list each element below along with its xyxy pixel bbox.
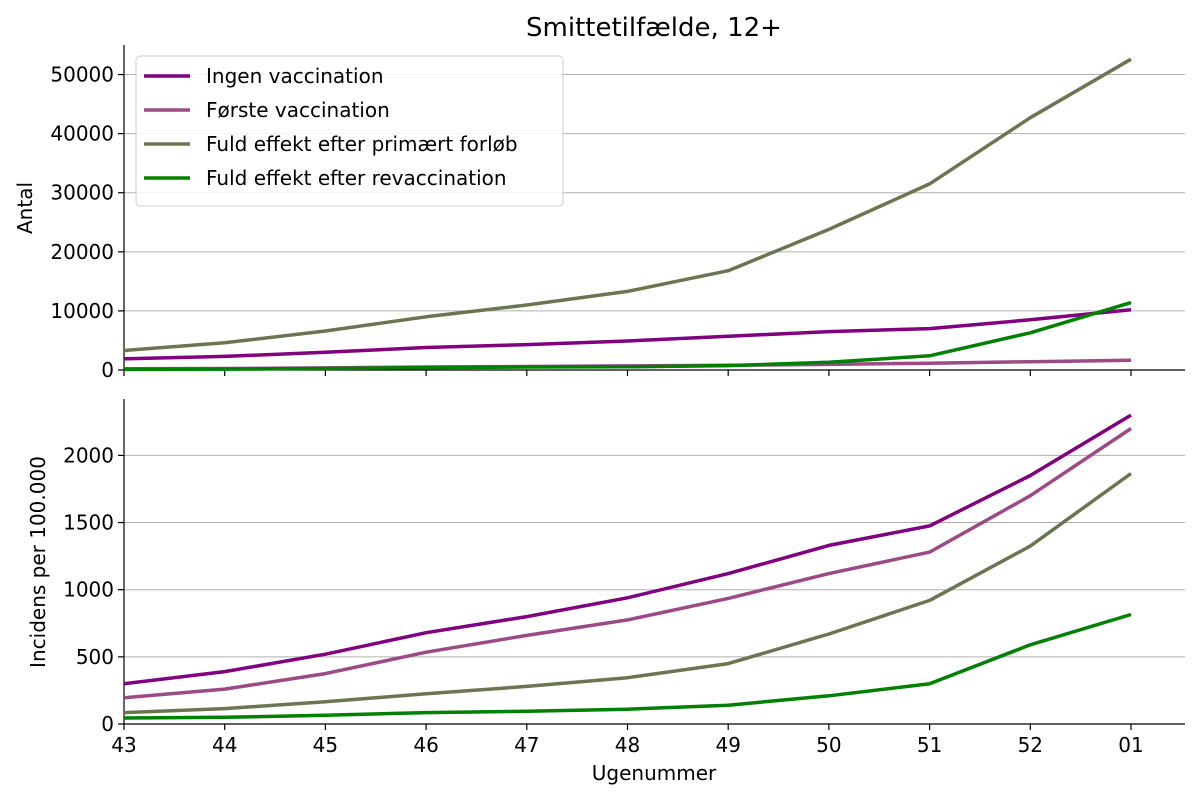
y-axis-label-antal: Antal <box>13 182 37 234</box>
legend-label: Fuld effekt efter primært forløb <box>206 132 518 156</box>
x-tick-label: 51 <box>917 733 942 757</box>
legend-label: Fuld effekt efter revaccination <box>206 166 507 190</box>
series-line-fuld-effekt-efter-primært-forløb <box>123 57 1132 353</box>
y-tick-label: 40000 <box>50 122 114 146</box>
y-tick-label: 20000 <box>50 240 114 264</box>
x-tick-label: 01 <box>1118 733 1143 757</box>
y-axis-label-incidens: Incidens per 100.000 <box>26 456 50 668</box>
y-tick-label: 1500 <box>63 511 114 535</box>
x-tick-label: 49 <box>715 733 740 757</box>
series-line-fuld-effekt-efter-revaccination <box>123 300 1132 372</box>
panel-incidens: 0 500 1000 1500 2000 43 44 45 46 47 48 49 50 51 52 01 <box>63 399 1185 757</box>
x-tick-label: 44 <box>212 733 237 757</box>
y-tick-label: 50000 <box>50 63 114 87</box>
x-tick-label: 46 <box>413 733 438 757</box>
x-tick-label: 45 <box>313 733 338 757</box>
series-line-første-vaccination <box>123 427 1132 700</box>
y-tick-label: 0 <box>101 358 114 382</box>
x-tick-label: 47 <box>514 733 539 757</box>
legend-label: Første vaccination <box>206 98 390 122</box>
x-tick-label: 50 <box>816 733 841 757</box>
series-line-ingen-vaccination <box>123 413 1132 686</box>
y-tick-label: 10000 <box>50 299 114 323</box>
legend-label: Ingen vaccination <box>206 64 384 88</box>
series-line-fuld-effekt-efter-revaccination <box>123 612 1132 720</box>
x-tick-label: 48 <box>615 733 640 757</box>
y-tick-label: 0 <box>101 712 114 736</box>
x-tick-label: 43 <box>111 733 136 757</box>
y-tick-label: 2000 <box>63 443 114 467</box>
chart-title: Smittetilfælde, 12+ <box>526 13 782 43</box>
y-tick-label: 500 <box>76 645 114 669</box>
y-tick-label: 30000 <box>50 181 114 205</box>
x-tick-label: 52 <box>1018 733 1043 757</box>
series-line-ingen-vaccination <box>123 307 1132 361</box>
legend-box <box>135 55 564 207</box>
series-line-fuld-effekt-efter-primært-forløb <box>123 472 1133 715</box>
legend: Ingen vaccination Første vaccination Fuld … <box>135 55 564 207</box>
y-tick-label: 1000 <box>63 578 114 602</box>
x-axis-label: Ugenummer <box>592 761 717 785</box>
